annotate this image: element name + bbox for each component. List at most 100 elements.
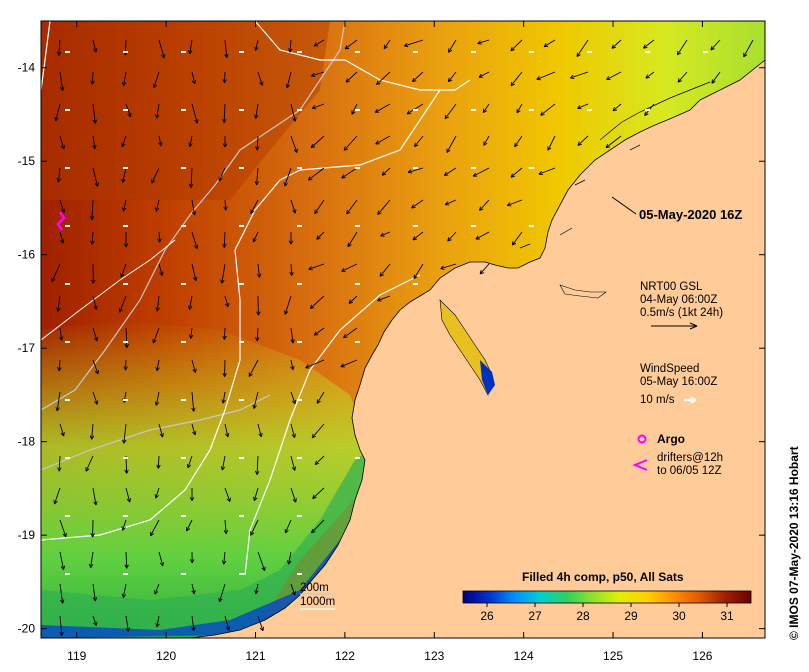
current-arrow [257, 71, 264, 86]
current-arrow [125, 615, 131, 632]
current-arrow [252, 391, 259, 409]
current-arrow [123, 359, 128, 371]
current-arrow [341, 263, 358, 272]
current-arrow [343, 327, 358, 339]
current-arrow [483, 135, 490, 146]
current-arrow [511, 231, 523, 246]
current-arrow [92, 327, 99, 342]
current-arrow [125, 487, 132, 503]
current-arrow [311, 519, 325, 534]
current-arrow [155, 295, 160, 312]
current-arrow-field [51, 39, 754, 637]
wind-legend-line1: WindSpeed [640, 363, 699, 375]
current-arrow [475, 231, 490, 240]
current-arrow [536, 71, 556, 81]
current-arrow [444, 103, 457, 120]
current-arrow [284, 519, 292, 534]
current-arrow [59, 71, 65, 91]
current-arrow [56, 39, 62, 56]
current-arrow [158, 263, 164, 276]
current-arrow [154, 199, 160, 212]
gulf-deep-water [480, 360, 495, 395]
current-arrow [189, 487, 195, 502]
current-arrow [88, 551, 94, 568]
current-arrow [506, 199, 523, 207]
current-arrow [155, 615, 160, 628]
current-arrow [346, 199, 358, 215]
current-arrow [186, 519, 193, 532]
current-arrow [290, 423, 296, 438]
current-arrow [188, 327, 194, 339]
current-arrow [412, 231, 424, 241]
current-arrow [316, 231, 325, 240]
current-arrow [344, 39, 358, 50]
current-arrow [92, 583, 98, 602]
current-arrow [290, 391, 297, 405]
lat-tick-label: -17 [18, 341, 36, 355]
current-arrow [191, 391, 196, 412]
current-arrow [447, 71, 457, 83]
current-arrow [645, 71, 655, 79]
current-arrow [224, 615, 231, 631]
current-arrow [414, 135, 424, 148]
current-arrow [85, 455, 94, 472]
current-arrow [290, 583, 296, 596]
current-arrow [55, 391, 61, 412]
current-arrow [59, 199, 66, 214]
current-arrow [256, 263, 262, 278]
current-arrow [383, 39, 391, 50]
lon-tick-label: 122 [335, 649, 355, 663]
current-arrow [290, 327, 295, 344]
current-arrow [220, 455, 226, 471]
current-arrow [223, 199, 228, 211]
current-arrow [570, 71, 589, 79]
current-arrow [677, 71, 688, 83]
current-arrow [59, 423, 65, 437]
colorbar-ticks: 26 27 28 29 30 31 [480, 603, 734, 623]
current-arrow [285, 71, 292, 89]
current-arrow [218, 167, 226, 182]
current-arrow [222, 103, 227, 123]
current-arrow [311, 71, 325, 78]
current-scale-arrow [651, 322, 698, 330]
current-arrow [53, 487, 61, 505]
lon-tick-label: 125 [603, 649, 623, 663]
lon-tick-label: 119 [67, 649, 86, 663]
current-arrow [59, 135, 66, 150]
lat-tick-label: -14 [18, 61, 36, 75]
current-arrow [447, 231, 457, 242]
current-arrow [224, 295, 230, 308]
current-arrow [314, 455, 325, 465]
current-arrow [547, 135, 556, 151]
current-arrow [313, 39, 325, 47]
sst-coastal-cool-water [41, 450, 370, 638]
current-arrow [191, 103, 199, 124]
current-arrow [377, 199, 391, 215]
current-arrow [374, 103, 391, 113]
current-arrow [89, 199, 95, 221]
current-arrow [479, 263, 490, 275]
current-arrow [289, 263, 294, 276]
current-arrow [448, 39, 457, 53]
credit-label: © IMOS 07-May-2020 13:16 Hobart [787, 446, 801, 640]
current-arrow [314, 199, 325, 215]
current-arrow [221, 551, 227, 565]
current-arrow [92, 39, 98, 53]
currents-legend-line2: 04-May 06:00Z [640, 294, 717, 306]
current-arrow [92, 391, 99, 405]
current-arrow [152, 327, 160, 344]
current-arrow [254, 583, 259, 595]
lat-tick-label: -16 [18, 248, 36, 262]
current-arrow [158, 39, 166, 59]
colorbar-tick-label: 28 [576, 609, 590, 623]
lat-tick-label: -20 [18, 622, 36, 636]
current-arrow [254, 455, 260, 475]
current-arrow [612, 103, 622, 112]
current-arrow [189, 551, 195, 564]
current-arrow [91, 263, 96, 284]
current-arrow [92, 487, 98, 506]
drifter-legend-line1: drifters@12h [657, 452, 723, 464]
current-arrow [54, 103, 61, 122]
current-arrow [290, 359, 295, 371]
current-arrow [92, 167, 99, 187]
